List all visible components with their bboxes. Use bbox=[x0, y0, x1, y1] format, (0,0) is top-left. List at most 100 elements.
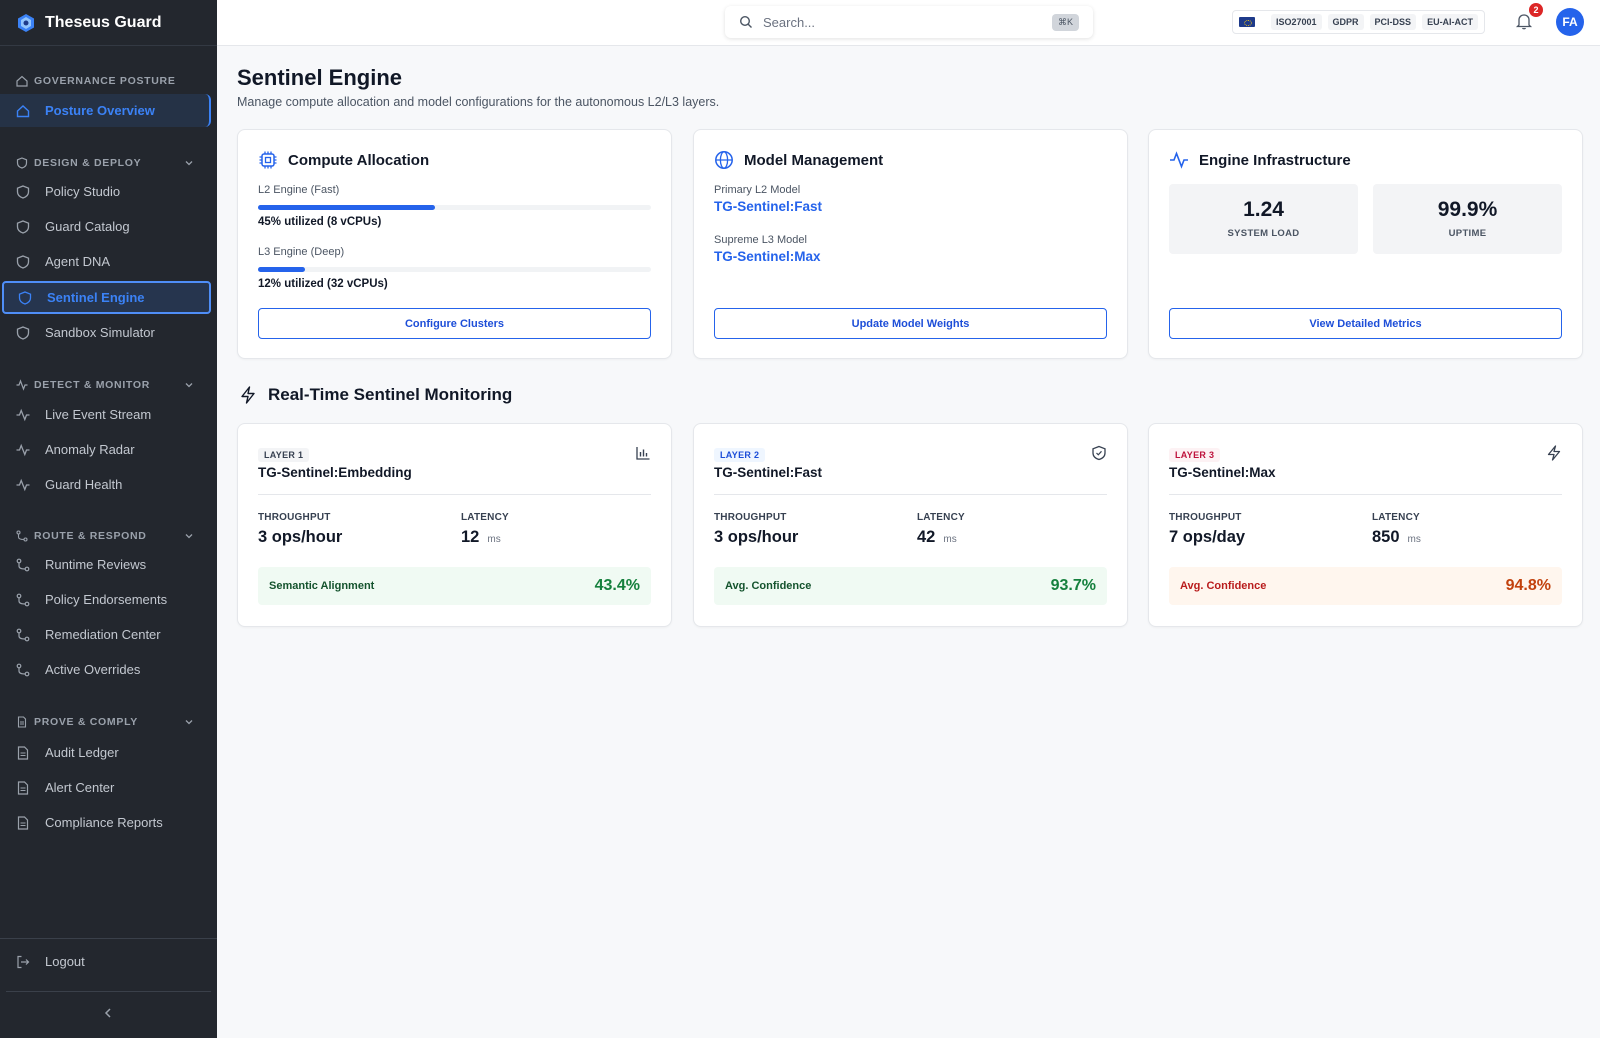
primary-model-link[interactable]: TG-Sentinel:Fast bbox=[714, 199, 823, 214]
view-detailed-metrics-button[interactable]: View Detailed Metrics bbox=[1169, 308, 1562, 339]
sidebar-item-policy-studio[interactable]: Policy Studio bbox=[0, 175, 211, 208]
metric-value: 94.8% bbox=[1505, 577, 1551, 594]
chevron-down-icon[interactable] bbox=[184, 158, 194, 168]
metric-label: Avg. Confidence bbox=[725, 580, 812, 592]
sidebar-item-guard-health[interactable]: Guard Health bbox=[0, 468, 211, 501]
sidebar-item-label: Runtime Reviews bbox=[45, 557, 147, 572]
sidebar-item-runtime-reviews[interactable]: Runtime Reviews bbox=[0, 548, 211, 581]
badge-iso27001: ISO27001 bbox=[1271, 14, 1322, 30]
badge-eu-ai-act: EU-AI-ACT bbox=[1422, 14, 1479, 30]
sidebar-item-label: Anomaly Radar bbox=[45, 442, 135, 457]
metric-strip: Avg. Confidence 93.7% bbox=[714, 567, 1107, 605]
section-detect-monitor[interactable]: DETECT & MONITOR bbox=[16, 379, 194, 391]
system-load-box: 1.24 SYSTEM LOAD bbox=[1169, 184, 1358, 254]
layer-model-name: TG-Sentinel:Fast bbox=[714, 465, 823, 480]
theseus-logo-icon bbox=[18, 13, 34, 32]
sidebar-item-sentinel-engine[interactable]: Sentinel Engine bbox=[2, 281, 211, 314]
monitoring-section-title: Real-Time Sentinel Monitoring bbox=[239, 385, 512, 405]
layer-1-card: LAYER 1 TG-Sentinel:Embedding THROUGHPUT… bbox=[237, 423, 672, 627]
uptime-value: 99.9% bbox=[1437, 198, 1498, 221]
logout-icon bbox=[17, 955, 30, 968]
l2-progress-bar bbox=[258, 205, 651, 210]
l3-utilization: 12% utilized (32 vCPUs) bbox=[258, 278, 388, 290]
sidebar-item-label: Sandbox Simulator bbox=[45, 325, 155, 340]
layer-2-card: LAYER 2 TG-Sentinel:Fast THROUGHPUT 3 op… bbox=[693, 423, 1128, 627]
document-icon bbox=[17, 780, 29, 795]
l3-progress-bar bbox=[258, 267, 651, 272]
chevron-down-icon[interactable] bbox=[184, 717, 194, 727]
layer-badge: LAYER 1 bbox=[258, 448, 310, 462]
metric-value: 93.7% bbox=[1050, 577, 1096, 594]
sidebar-item-label: Remediation Center bbox=[45, 627, 161, 642]
sidebar-item-alert-center[interactable]: Alert Center bbox=[0, 771, 211, 804]
supreme-model-link[interactable]: TG-Sentinel:Max bbox=[714, 249, 821, 264]
search-icon bbox=[739, 15, 752, 28]
bell-icon[interactable] bbox=[1515, 12, 1533, 30]
l2-utilization: 45% utilized (8 vCPUs) bbox=[258, 216, 382, 228]
section-title: PROVE & COMPLY bbox=[34, 716, 138, 728]
throughput-value: 7 ops/day bbox=[1169, 528, 1246, 546]
shield-icon bbox=[16, 157, 28, 169]
layer-badge: LAYER 3 bbox=[1169, 448, 1221, 462]
compute-allocation-card: Compute Allocation L2 Engine (Fast) 45% … bbox=[237, 129, 672, 359]
search-input[interactable]: Search... ⌘K bbox=[725, 6, 1093, 38]
throughput-value: 3 ops/hour bbox=[714, 528, 799, 546]
lightning-icon bbox=[1547, 445, 1561, 461]
latency-label: LATENCY bbox=[917, 512, 965, 523]
section-prove-comply[interactable]: PROVE & COMPLY bbox=[16, 716, 194, 728]
sidebar-item-compliance-reports[interactable]: Compliance Reports bbox=[0, 806, 211, 839]
chevron-left-icon[interactable] bbox=[100, 1005, 116, 1021]
activity-icon bbox=[16, 443, 30, 456]
topbar: Search... ⌘K ISO27001 GDPR PCI-DSS EU-AI… bbox=[217, 0, 1600, 46]
throughput-label: THROUGHPUT bbox=[714, 512, 787, 523]
section-route-respond[interactable]: ROUTE & RESPOND bbox=[16, 530, 194, 542]
sidebar-item-guard-catalog[interactable]: Guard Catalog bbox=[0, 210, 211, 243]
latency-unit: ms bbox=[943, 534, 957, 545]
metric-value: 43.4% bbox=[594, 577, 640, 594]
sidebar: Theseus Guard GOVERNANCE POSTURE Posture… bbox=[0, 0, 217, 1038]
model-management-card: Model Management Primary L2 Model TG-Sen… bbox=[693, 129, 1128, 359]
sidebar-item-remediation-center[interactable]: Remediation Center bbox=[0, 618, 211, 651]
sidebar-item-active-overrides[interactable]: Active Overrides bbox=[0, 653, 211, 686]
divider bbox=[258, 494, 651, 495]
section-title: ROUTE & RESPOND bbox=[34, 530, 147, 542]
shield-icon bbox=[16, 325, 30, 340]
latency-value: 850 ms bbox=[1372, 528, 1421, 547]
configure-clusters-button[interactable]: Configure Clusters bbox=[258, 308, 651, 339]
section-design-deploy[interactable]: DESIGN & DEPLOY bbox=[16, 157, 194, 169]
app-name: Theseus Guard bbox=[45, 13, 162, 31]
card-header: Model Management bbox=[714, 150, 883, 170]
section-title-text: Real-Time Sentinel Monitoring bbox=[268, 385, 513, 404]
brand[interactable]: Theseus Guard bbox=[0, 0, 217, 46]
chevron-down-icon[interactable] bbox=[184, 531, 194, 541]
sidebar-item-live-event-stream[interactable]: Live Event Stream bbox=[0, 398, 211, 431]
sidebar-item-label: Active Overrides bbox=[45, 662, 141, 677]
sidebar-item-posture-overview[interactable]: Posture Overview bbox=[0, 94, 211, 127]
lightning-icon bbox=[241, 386, 255, 404]
sidebar-item-label: Policy Endorsements bbox=[45, 592, 168, 607]
cpu-icon bbox=[259, 151, 277, 169]
logout-label: Logout bbox=[45, 954, 85, 969]
throughput-label: THROUGHPUT bbox=[258, 512, 331, 523]
bar-chart-icon bbox=[636, 447, 650, 460]
notification-count: 2 bbox=[1529, 3, 1543, 17]
document-icon bbox=[17, 716, 27, 728]
l2-engine-label: L2 Engine (Fast) bbox=[258, 184, 340, 196]
sidebar-item-audit-ledger[interactable]: Audit Ledger bbox=[0, 736, 211, 769]
shield-icon bbox=[16, 254, 30, 269]
latency-value: 12 ms bbox=[461, 528, 501, 547]
chevron-down-icon[interactable] bbox=[184, 380, 194, 390]
sidebar-item-policy-endorsements[interactable]: Policy Endorsements bbox=[0, 583, 211, 616]
metric-strip: Avg. Confidence 94.8% bbox=[1169, 567, 1562, 605]
sidebar-item-anomaly-radar[interactable]: Anomaly Radar bbox=[0, 433, 211, 466]
primary-model-label: Primary L2 Model bbox=[714, 184, 801, 196]
update-model-weights-button[interactable]: Update Model Weights bbox=[714, 308, 1107, 339]
logout-button[interactable]: Logout bbox=[0, 945, 211, 978]
badge-pci-dss: PCI-DSS bbox=[1369, 14, 1417, 30]
sidebar-item-sandbox-simulator[interactable]: Sandbox Simulator bbox=[0, 316, 211, 349]
sidebar-item-agent-dna[interactable]: Agent DNA bbox=[0, 245, 211, 278]
card-header: Compute Allocation bbox=[258, 150, 429, 170]
activity-icon bbox=[16, 408, 30, 421]
avatar[interactable]: FA bbox=[1556, 8, 1584, 36]
metric-strip: Semantic Alignment 43.4% bbox=[258, 567, 651, 605]
